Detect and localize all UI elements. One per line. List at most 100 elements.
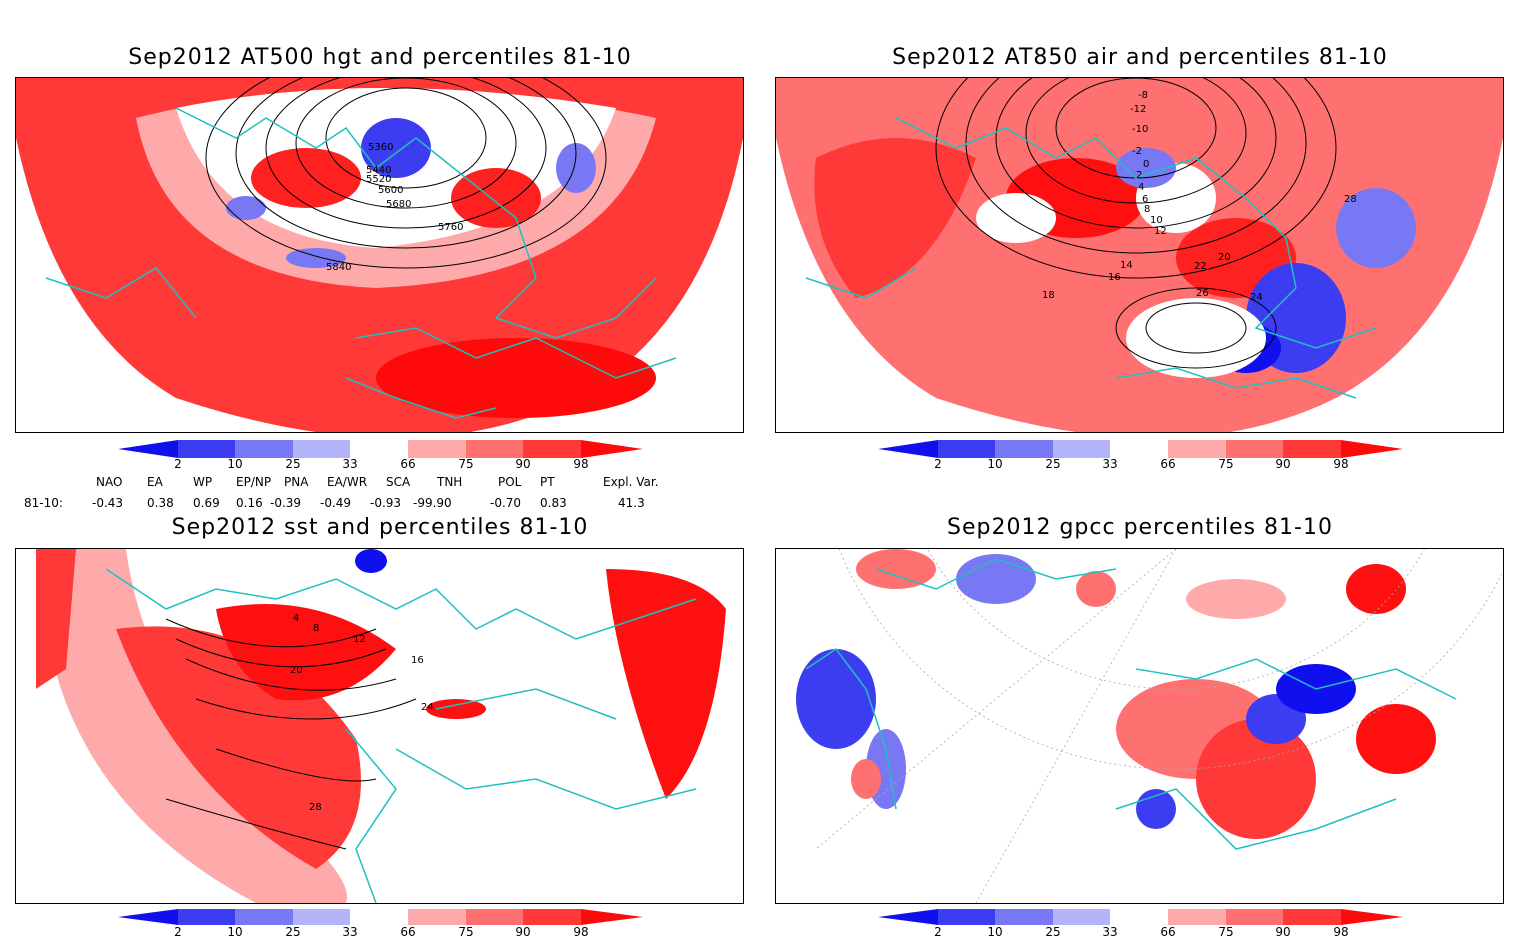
map-gpcc	[775, 548, 1504, 904]
colorbar-label: 10	[227, 925, 243, 939]
contour-label: 26	[1196, 288, 1209, 299]
contour-label: 14	[1120, 260, 1133, 271]
colorbar-label: 66	[400, 925, 416, 939]
contour-label: 5360	[368, 142, 393, 153]
colorbar-hgt: 2 10 25 33 66 75 90 98	[118, 440, 643, 472]
colorbar-label: 66	[1160, 457, 1176, 471]
contour-label: 12	[353, 634, 366, 645]
panel-title-hgt: Sep2012 AT500 hgt and percentiles 81-10	[128, 45, 632, 70]
index-header: TNH	[437, 475, 463, 489]
colorbar-label: 33	[342, 925, 358, 939]
index-value: 0.38	[147, 496, 174, 510]
index-value: 41.3	[618, 496, 645, 510]
colorbar-label: 98	[573, 457, 589, 471]
contour-label: 12	[1154, 226, 1167, 237]
colorbar-label: 75	[458, 925, 474, 939]
contour-label: 4	[293, 613, 299, 624]
contour-label: 16	[1108, 272, 1121, 283]
panel-title-sst: Sep2012 sst and percentiles 81-10	[171, 515, 589, 540]
contour-label: 5520	[366, 174, 391, 185]
contour-label: -10	[1132, 124, 1148, 135]
colorbar-sst: 2 10 25 33 66 75 90 98	[118, 909, 643, 939]
colorbar-label: 98	[573, 925, 589, 939]
colorbar-label: 90	[515, 925, 531, 939]
index-header: SCA	[386, 475, 411, 489]
index-value: 0.83	[540, 496, 567, 510]
index-header: EP/NP	[236, 475, 272, 489]
index-header: EA	[147, 475, 163, 489]
index-value: -99.90	[413, 496, 452, 510]
colorbar-label: 90	[1275, 457, 1291, 471]
contour-label: 8	[313, 623, 319, 634]
contour-label: 8	[1144, 204, 1150, 215]
colorbar-label: 10	[987, 925, 1003, 939]
colorbar-label: 10	[227, 457, 243, 471]
index-value: 0.69	[193, 496, 220, 510]
index-value: -0.39	[270, 496, 302, 510]
contour-label: -8	[1138, 90, 1148, 101]
colorbar-label: 33	[1102, 457, 1118, 471]
index-header: Expl. Var.	[603, 475, 659, 489]
colorbar-label: 33	[1102, 925, 1118, 939]
index-value: -0.43	[92, 496, 124, 510]
colorbar-label: 75	[1218, 925, 1234, 939]
contour-label: 28	[1344, 194, 1357, 205]
map-hgt: 5360 5440 5520 5600 5680 5760 5840	[15, 77, 744, 433]
contour-label: 16	[411, 655, 424, 666]
index-value: -0.70	[490, 496, 522, 510]
colorbar-label: 25	[285, 457, 301, 471]
contour-label: 5680	[386, 199, 411, 210]
colorbar-label: 75	[458, 457, 474, 471]
contour-label: 22	[1194, 261, 1207, 272]
colorbar-label: 2	[174, 925, 182, 939]
contour-label: 5840	[326, 262, 351, 273]
contour-label: 20	[1218, 252, 1231, 263]
colorbar-gpcc: 2 10 25 33 66 75 90 98	[878, 909, 1403, 939]
colorbar-label: 66	[400, 457, 416, 471]
index-value: -0.49	[320, 496, 352, 510]
contour-label: 24	[1250, 292, 1263, 303]
index-header: EA/WR	[327, 475, 368, 489]
contour-label: 10	[1150, 215, 1163, 226]
contour-label: 5600	[378, 185, 403, 196]
contour-label: -2	[1132, 146, 1142, 157]
contour-label: -12	[1130, 104, 1146, 115]
contour-label: 0	[1143, 159, 1149, 170]
index-row-label: 81-10:	[24, 496, 63, 510]
contour-label: 4	[1138, 182, 1144, 193]
index-header: PT	[540, 475, 555, 489]
colorbar-label: 75	[1218, 457, 1234, 471]
colorbar-air: 2 10 25 33 66 75 90 98	[878, 440, 1403, 472]
colorbar-label: 10	[987, 457, 1003, 471]
contour-label: 20	[290, 665, 303, 676]
panel-title-air: Sep2012 AT850 air and percentiles 81-10	[892, 45, 1388, 70]
colorbar-label: 33	[342, 457, 358, 471]
colorbar-label: 90	[1275, 925, 1291, 939]
contour-label: 28	[309, 802, 322, 813]
colorbar-label: 25	[285, 925, 301, 939]
index-value: 0.16	[236, 496, 263, 510]
colorbar-label: 25	[1045, 925, 1061, 939]
contour-label: 18	[1042, 290, 1055, 301]
colorbar-label: 66	[1160, 925, 1176, 939]
index-value: -0.93	[370, 496, 402, 510]
map-air: -8 -12 -10 -2 0 2 4 6 8 10 12 14 16 18 2…	[775, 77, 1504, 433]
contour-label: 2	[1136, 170, 1142, 181]
contour-label: 5760	[438, 222, 463, 233]
index-header: PNA	[284, 475, 309, 489]
colorbar-label: 2	[934, 457, 942, 471]
contour-label: 24	[421, 702, 434, 713]
colorbar-label: 98	[1333, 925, 1349, 939]
contour-label: 5440	[366, 165, 391, 176]
colorbar-label: 2	[934, 925, 942, 939]
index-table: NAO EA WP EP/NP PNA EA/WR SCA TNH POL PT…	[0, 475, 700, 515]
index-header: NAO	[96, 475, 123, 489]
colorbar-label: 2	[174, 457, 182, 471]
colorbar-label: 98	[1333, 457, 1349, 471]
colorbar-label: 90	[515, 457, 531, 471]
panel-title-gpcc: Sep2012 gpcc percentiles 81-10	[947, 515, 1333, 540]
contour-label: 6	[1142, 194, 1148, 205]
index-header: POL	[498, 475, 522, 489]
index-header: WP	[193, 475, 213, 489]
colorbar-label: 25	[1045, 457, 1061, 471]
